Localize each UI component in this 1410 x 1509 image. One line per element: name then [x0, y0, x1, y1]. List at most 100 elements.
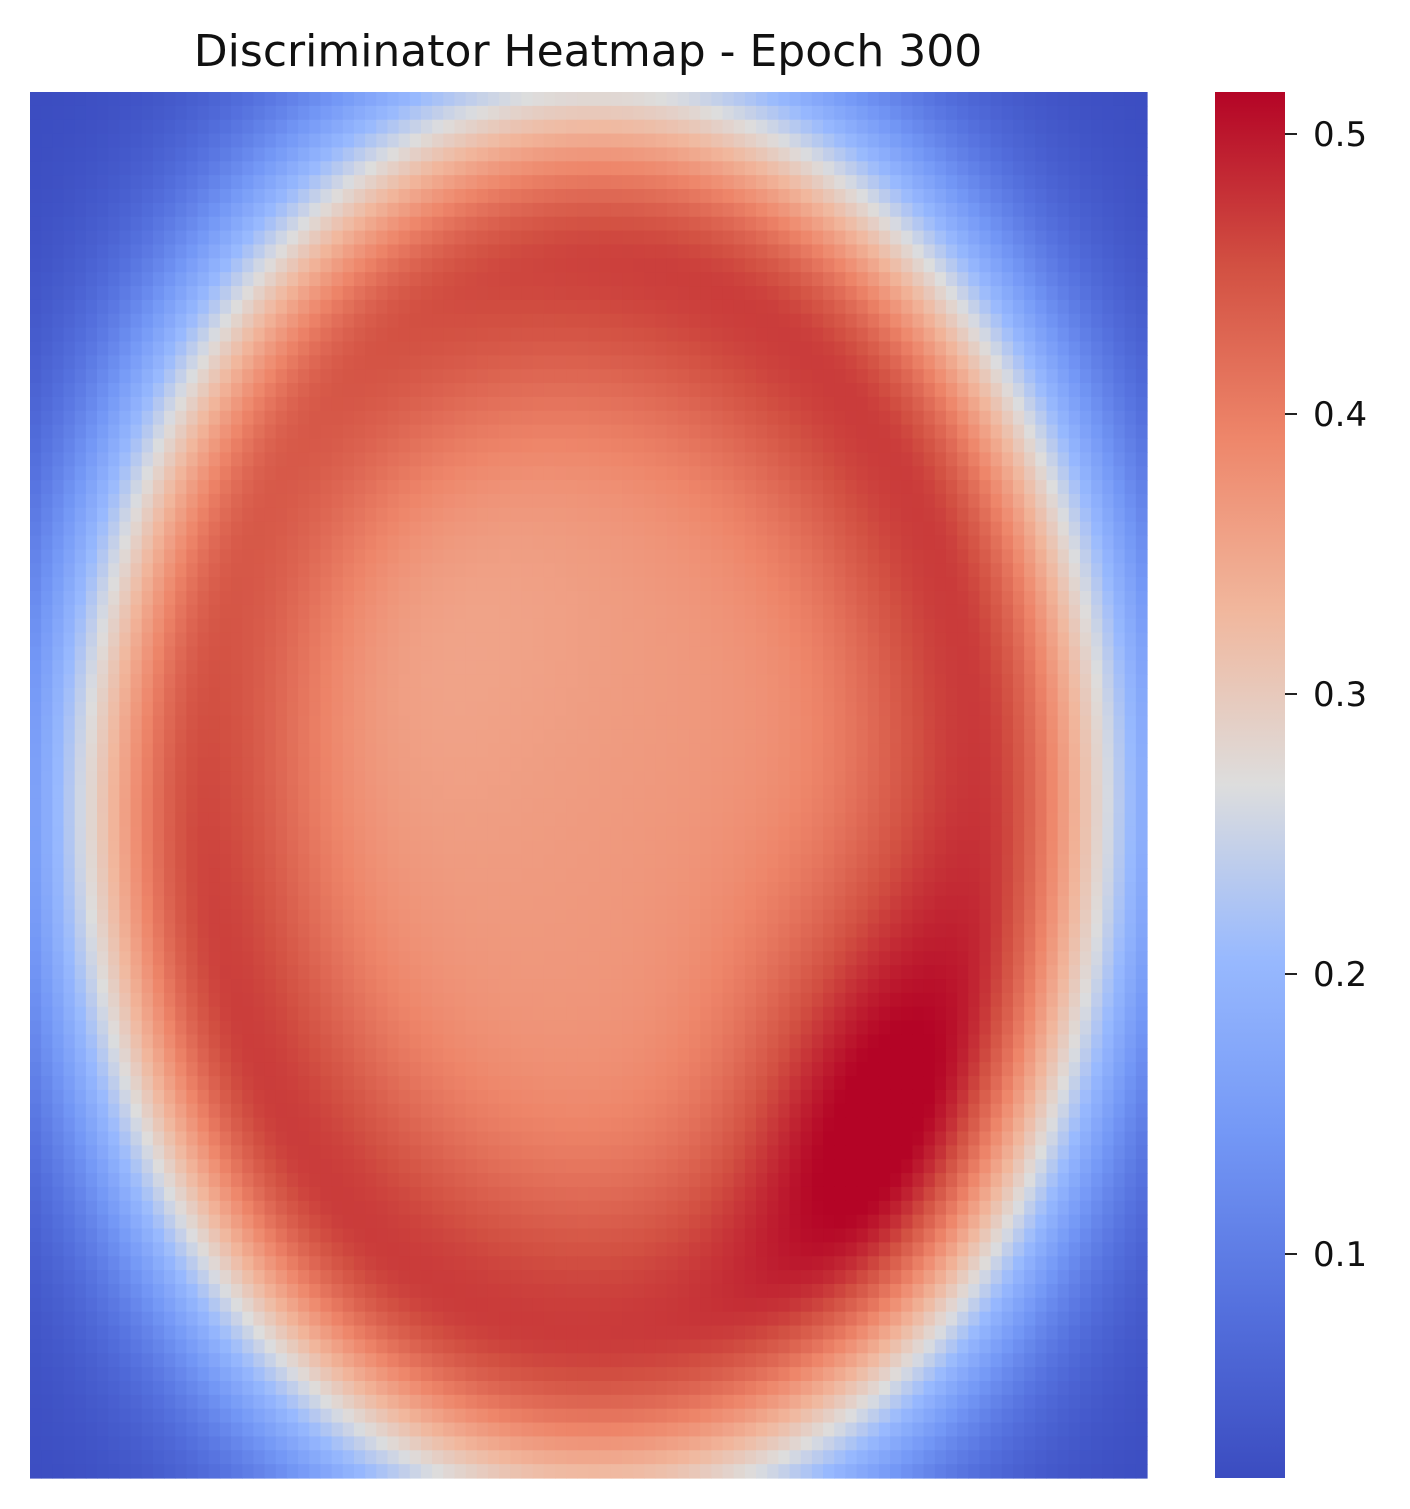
heatmap-cell — [722, 618, 735, 634]
heatmap-cell — [443, 577, 456, 592]
heatmap-cell — [52, 757, 65, 772]
heatmap-cell — [186, 133, 199, 149]
heatmap-cell — [733, 632, 746, 647]
heatmap-cell — [219, 327, 232, 343]
heatmap-cell — [767, 507, 779, 523]
heatmap-cell — [689, 604, 701, 620]
heatmap-cell — [41, 715, 53, 731]
heatmap-cell — [655, 202, 668, 218]
heatmap-cell — [387, 327, 400, 343]
heatmap-cell — [566, 147, 578, 162]
heatmap-cell — [901, 701, 914, 717]
heatmap-cell — [990, 105, 1003, 121]
heatmap-cell — [677, 161, 690, 176]
heatmap-cell — [744, 133, 757, 149]
heatmap-cell — [856, 660, 869, 675]
heatmap-cell — [901, 521, 914, 537]
heatmap-cell — [934, 313, 947, 329]
heatmap-cell — [74, 632, 87, 647]
heatmap-cell — [968, 674, 981, 689]
heatmap-cell — [208, 299, 221, 315]
heatmap-cell — [409, 161, 422, 176]
heatmap-cell — [197, 604, 210, 620]
heatmap-cell — [968, 175, 981, 190]
heatmap-cell — [532, 147, 545, 162]
heatmap-cell — [1001, 258, 1014, 273]
heatmap-cell — [644, 507, 657, 523]
heatmap-cell — [543, 396, 556, 412]
heatmap-cell — [253, 216, 266, 232]
heatmap-cell — [476, 105, 489, 121]
heatmap-cell — [152, 715, 165, 731]
heatmap-cell — [979, 410, 992, 426]
heatmap-cell — [901, 299, 914, 315]
heatmap-cell — [1079, 701, 1092, 717]
heatmap-cell — [677, 147, 690, 162]
heatmap-cell — [219, 438, 232, 453]
heatmap-cell — [800, 272, 813, 287]
heatmap-cell — [554, 535, 567, 550]
heatmap-cell — [197, 577, 210, 592]
heatmap-cell — [1135, 313, 1148, 329]
heatmap-cell — [957, 410, 969, 426]
heatmap-cell — [286, 729, 299, 745]
heatmap-cell — [823, 729, 835, 745]
heatmap-cell — [588, 258, 601, 273]
heatmap-cell — [1012, 202, 1025, 218]
heatmap-cell — [1124, 272, 1137, 287]
heatmap-cell — [119, 341, 132, 356]
heatmap-cell — [789, 189, 802, 204]
heatmap-cell — [722, 687, 735, 703]
heatmap-cell — [63, 175, 76, 190]
heatmap-cell — [309, 757, 322, 772]
heatmap-cell — [231, 147, 243, 162]
heatmap-cell — [108, 563, 120, 578]
heatmap-cell — [1057, 216, 1070, 232]
heatmap-cell — [119, 480, 132, 495]
heatmap-cell — [108, 147, 120, 162]
heatmap-cell — [1012, 771, 1025, 786]
heatmap-cell — [655, 410, 668, 426]
heatmap-cell — [834, 286, 847, 301]
heatmap-cell — [298, 341, 310, 356]
heatmap-cell — [599, 590, 612, 606]
heatmap-cell — [666, 590, 679, 606]
heatmap-cell — [409, 105, 422, 121]
heatmap-cell — [331, 175, 344, 190]
heatmap-cell — [208, 119, 221, 135]
heatmap-cell — [376, 757, 389, 772]
heatmap-cell — [286, 383, 299, 398]
heatmap-cell — [957, 563, 969, 578]
heatmap-cell — [219, 286, 232, 301]
heatmap-cell — [912, 438, 925, 453]
heatmap-cell — [1079, 410, 1092, 426]
heatmap-cell — [1012, 341, 1025, 356]
heatmap-cell — [655, 563, 668, 578]
heatmap-cell — [231, 563, 243, 578]
heatmap-cell — [219, 577, 232, 592]
heatmap-cell — [610, 771, 623, 786]
heatmap-cell — [1091, 355, 1103, 370]
heatmap-cell — [74, 175, 87, 190]
heatmap-cell — [365, 563, 377, 578]
heatmap-cell — [141, 313, 154, 329]
heatmap-cell — [365, 369, 377, 384]
heatmap-cell — [878, 299, 891, 315]
heatmap-cell — [622, 230, 634, 246]
heatmap-cell — [778, 646, 791, 661]
heatmap-cell — [353, 175, 366, 190]
heatmap-cell — [141, 230, 154, 246]
heatmap-cell — [298, 355, 310, 370]
heatmap-cell — [722, 105, 735, 121]
heatmap-cell — [1079, 466, 1092, 481]
heatmap-cell — [945, 202, 958, 218]
heatmap-cell — [510, 92, 523, 107]
heatmap-cell — [599, 369, 612, 384]
heatmap-cell — [532, 563, 545, 578]
heatmap-cell — [845, 438, 858, 453]
heatmap-cell — [767, 189, 779, 204]
heatmap-cell — [867, 327, 880, 343]
heatmap-cell — [878, 757, 891, 772]
heatmap-cell — [1102, 369, 1115, 384]
heatmap-cell — [733, 687, 746, 703]
